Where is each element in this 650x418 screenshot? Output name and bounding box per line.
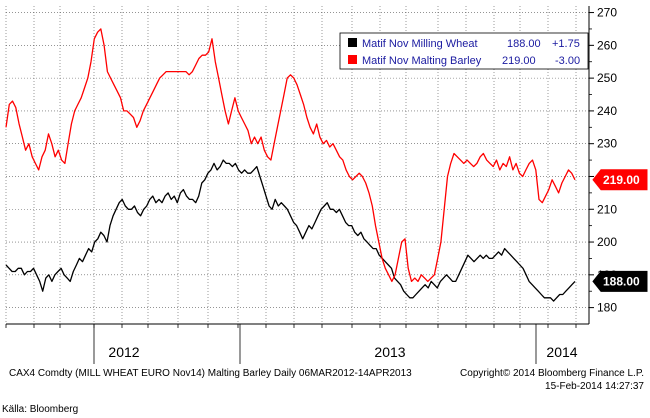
footer-left: CAX4 Comdty (MILL WHEAT EURO Nov14) Malt… — [9, 368, 412, 379]
legend-barley-name: Matif Nov Malting Barley — [362, 55, 482, 67]
y-tick-label: 210 — [597, 202, 617, 216]
legend-swatch-barley — [348, 55, 357, 64]
legend-barley-change: -3.00 — [555, 55, 580, 67]
grid-lines — [5, 6, 589, 324]
y-tick-label: 260 — [597, 38, 617, 52]
tag-label-barley: 219.00 — [603, 173, 640, 187]
last-value-tags: 188.00 219.00 — [592, 169, 648, 292]
x-year-label: 2013 — [374, 344, 405, 360]
tag-bg-wheat — [592, 270, 648, 292]
y-tick-label: 240 — [597, 104, 617, 118]
y-tick-label: 270 — [597, 6, 617, 20]
footer-copyright: Copyright© 2014 Bloomberg Finance L.P. — [460, 368, 644, 379]
series-line-barley — [5, 28, 576, 283]
x-year-label: 2012 — [108, 344, 139, 360]
legend-barley-last: 219.00 — [502, 55, 536, 67]
tag-label-wheat: 188.00 — [603, 274, 640, 288]
y-tick-label: 230 — [597, 137, 617, 151]
series-layer — [5, 28, 576, 302]
y-axis: 180190200210220230240250260270 — [6, 6, 617, 325]
x-year-label: 2014 — [546, 344, 577, 360]
legend-box — [339, 32, 589, 70]
legend-wheat-last: 188.00 — [507, 38, 541, 50]
x-axis: 2012 2013 2014 — [5, 324, 578, 364]
legend-swatch-wheat — [348, 38, 357, 47]
source-label: Källa: Bloomberg — [2, 404, 78, 415]
series-line-wheat — [5, 159, 576, 302]
tag-bg-barley — [592, 169, 648, 191]
legend: Matif Nov Milling Wheat 188.00 +1.75 Mat… — [339, 32, 589, 70]
footer-timestamp: 15-Feb-2014 14:27:37 — [545, 381, 644, 392]
y-tick-label: 200 — [597, 235, 617, 249]
legend-wheat-change: +1.75 — [552, 38, 580, 50]
legend-wheat-name: Matif Nov Milling Wheat — [362, 38, 478, 50]
y-tick-label: 180 — [597, 301, 617, 315]
y-tick-label: 250 — [597, 71, 617, 85]
